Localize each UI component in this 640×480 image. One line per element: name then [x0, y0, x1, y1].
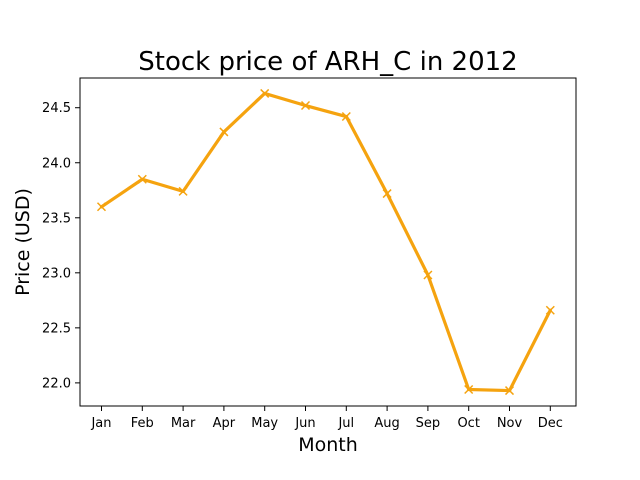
data-point — [464, 384, 474, 395]
x-tick-label: Oct — [457, 416, 479, 431]
chart-title: Stock price of ARH_C in 2012 — [138, 47, 517, 77]
x-tick-label: Jun — [294, 416, 315, 431]
series-group — [96, 88, 555, 396]
data-point — [382, 189, 392, 199]
data-point — [219, 127, 229, 137]
x-tick-label: Dec — [538, 416, 563, 431]
series-line — [99, 91, 552, 393]
data-point — [178, 186, 188, 196]
y-tick-label: 23.5 — [42, 211, 71, 226]
x-tick-label: Sep — [416, 416, 441, 431]
y-tick-label: 22.5 — [42, 321, 71, 336]
x-tick-label: Jan — [90, 416, 111, 431]
data-point — [96, 202, 107, 212]
x-tick-label: Jul — [337, 416, 354, 431]
data-point — [504, 386, 515, 396]
plot-area — [79, 77, 577, 407]
data-point — [545, 305, 555, 315]
x-axis: Jan Feb Mar Apr May Jun Jul Aug Sep Oct Nov Dec — [90, 406, 563, 431]
x-tick-label: Apr — [213, 416, 236, 431]
x-tick-label: May — [251, 416, 278, 431]
data-point — [137, 174, 147, 184]
x-tick-label: Nov — [497, 416, 523, 431]
y-tick-label: 24.0 — [42, 156, 71, 171]
x-axis-label: Month — [298, 434, 358, 456]
y-tick-label: 24.5 — [42, 101, 71, 116]
data-point — [341, 111, 351, 122]
x-tick-label: Feb — [131, 416, 154, 431]
data-point — [423, 270, 433, 280]
y-axis-label: Price (USD) — [12, 188, 34, 296]
y-tick-label: 23.0 — [42, 266, 71, 281]
x-tick-label: Mar — [171, 416, 196, 431]
y-tick-label: 22.0 — [42, 376, 71, 391]
x-tick-label: Aug — [374, 416, 399, 431]
data-point — [300, 100, 311, 111]
data-point — [260, 88, 270, 98]
y-axis: 22.0 22.5 23.0 23.5 24.0 24.5 — [42, 101, 80, 391]
